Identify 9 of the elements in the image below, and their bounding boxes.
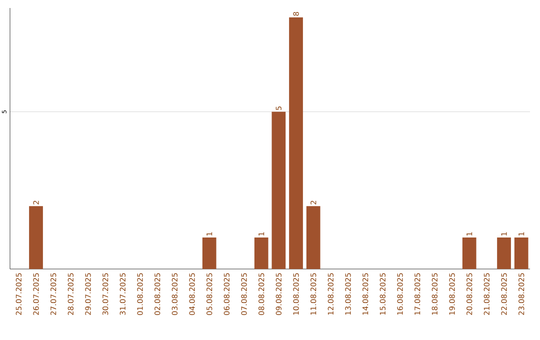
bar: [306, 206, 320, 269]
bar: [289, 17, 303, 269]
bar: [497, 238, 511, 269]
bar: [29, 206, 43, 269]
bar: [202, 238, 216, 269]
bar: [514, 238, 528, 269]
bar: [254, 238, 268, 269]
bar: [462, 238, 476, 269]
bar: [272, 112, 286, 269]
